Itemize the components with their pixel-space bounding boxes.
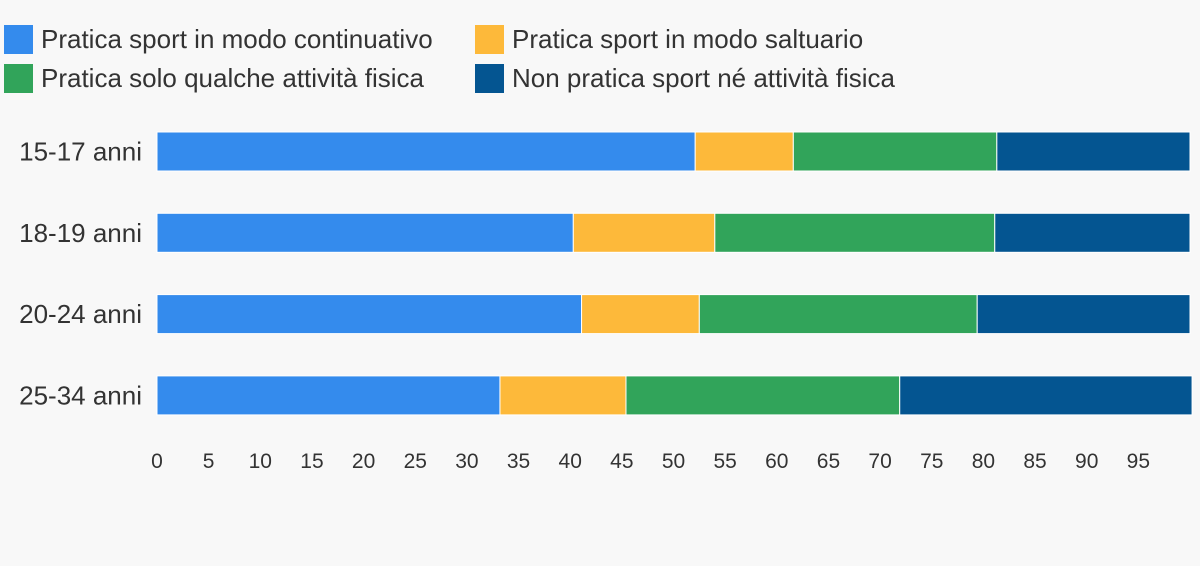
bar-segment-20-24-anni-series-3[interactable] bbox=[976, 294, 1191, 335]
x-tick-label-35: 35 bbox=[507, 450, 530, 473]
x-tick-label-60: 60 bbox=[765, 450, 788, 473]
legend-item-qualche-attivita[interactable]: Pratica solo qualche attività fisica bbox=[4, 63, 424, 93]
bar-segment-15-17-anni-series-3[interactable] bbox=[996, 131, 1191, 172]
bar-segment-15-17-anni-series-1[interactable] bbox=[694, 131, 794, 172]
legend-label-non-pratica: Non pratica sport né attività fisica bbox=[512, 63, 895, 93]
bar-segment-18-19-anni-series-3[interactable] bbox=[994, 212, 1191, 253]
legend-swatch-continuativo bbox=[4, 24, 33, 54]
bar-segment-18-19-anni-series-0[interactable] bbox=[156, 212, 574, 253]
x-tick-label-0: 0 bbox=[151, 450, 163, 473]
x-tick-label-45: 45 bbox=[610, 450, 633, 473]
legend-swatch-saltuario bbox=[475, 24, 504, 54]
bar-segment-25-34-anni-series-0[interactable] bbox=[156, 375, 501, 416]
legend-label-qualche-attivita: Pratica solo qualche attività fisica bbox=[41, 63, 424, 93]
bar-segment-18-19-anni-series-1[interactable] bbox=[572, 212, 716, 253]
x-tick-label-55: 55 bbox=[713, 450, 736, 473]
bar-segment-20-24-anni-series-0[interactable] bbox=[156, 294, 583, 335]
x-tick-label-65: 65 bbox=[817, 450, 840, 473]
legend-swatch-qualche-attivita bbox=[4, 63, 33, 93]
x-tick-label-80: 80 bbox=[972, 450, 995, 473]
bar-segment-18-19-anni-series-2[interactable] bbox=[714, 212, 996, 253]
x-tick-label-90: 90 bbox=[1075, 450, 1098, 473]
x-tick-label-70: 70 bbox=[868, 450, 891, 473]
bar-segment-25-34-anni-series-1[interactable] bbox=[499, 375, 627, 416]
legend-label-saltuario: Pratica sport in modo saltuario bbox=[512, 24, 864, 54]
x-tick-label-10: 10 bbox=[249, 450, 272, 473]
x-tick-label-50: 50 bbox=[662, 450, 685, 473]
legend-swatch-non-pratica bbox=[475, 63, 504, 93]
bar-segment-20-24-anni-series-1[interactable] bbox=[581, 294, 700, 335]
category-label-25-34-anni: 25-34 anni bbox=[19, 380, 142, 410]
x-tick-label-20: 20 bbox=[352, 450, 375, 473]
category-label-20-24-anni: 20-24 anni bbox=[19, 299, 142, 329]
x-tick-label-15: 15 bbox=[300, 450, 323, 473]
bar-segment-15-17-anni-series-2[interactable] bbox=[792, 131, 998, 172]
bar-segment-25-34-anni-series-3[interactable] bbox=[899, 375, 1193, 416]
legend-label-continuativo: Pratica sport in modo continuativo bbox=[41, 24, 433, 54]
x-tick-label-40: 40 bbox=[559, 450, 582, 473]
legend-item-saltuario[interactable]: Pratica sport in modo saltuario bbox=[475, 24, 863, 54]
x-tick-label-5: 5 bbox=[203, 450, 215, 473]
bar-segment-20-24-anni-series-2[interactable] bbox=[698, 294, 978, 335]
legend-item-non-pratica[interactable]: Non pratica sport né attività fisica bbox=[475, 63, 895, 93]
bar-segment-15-17-anni-series-0[interactable] bbox=[156, 131, 696, 172]
x-tick-label-85: 85 bbox=[1023, 450, 1046, 473]
bar-segment-25-34-anni-series-2[interactable] bbox=[625, 375, 901, 416]
category-label-15-17-anni: 15-17 anni bbox=[19, 137, 142, 167]
x-tick-label-30: 30 bbox=[455, 450, 478, 473]
x-tick-label-75: 75 bbox=[920, 450, 943, 473]
x-tick-label-95: 95 bbox=[1127, 450, 1150, 473]
x-tick-label-25: 25 bbox=[404, 450, 427, 473]
legend-item-continuativo[interactable]: Pratica sport in modo continuativo bbox=[4, 24, 433, 54]
category-label-18-19-anni: 18-19 anni bbox=[19, 218, 142, 248]
